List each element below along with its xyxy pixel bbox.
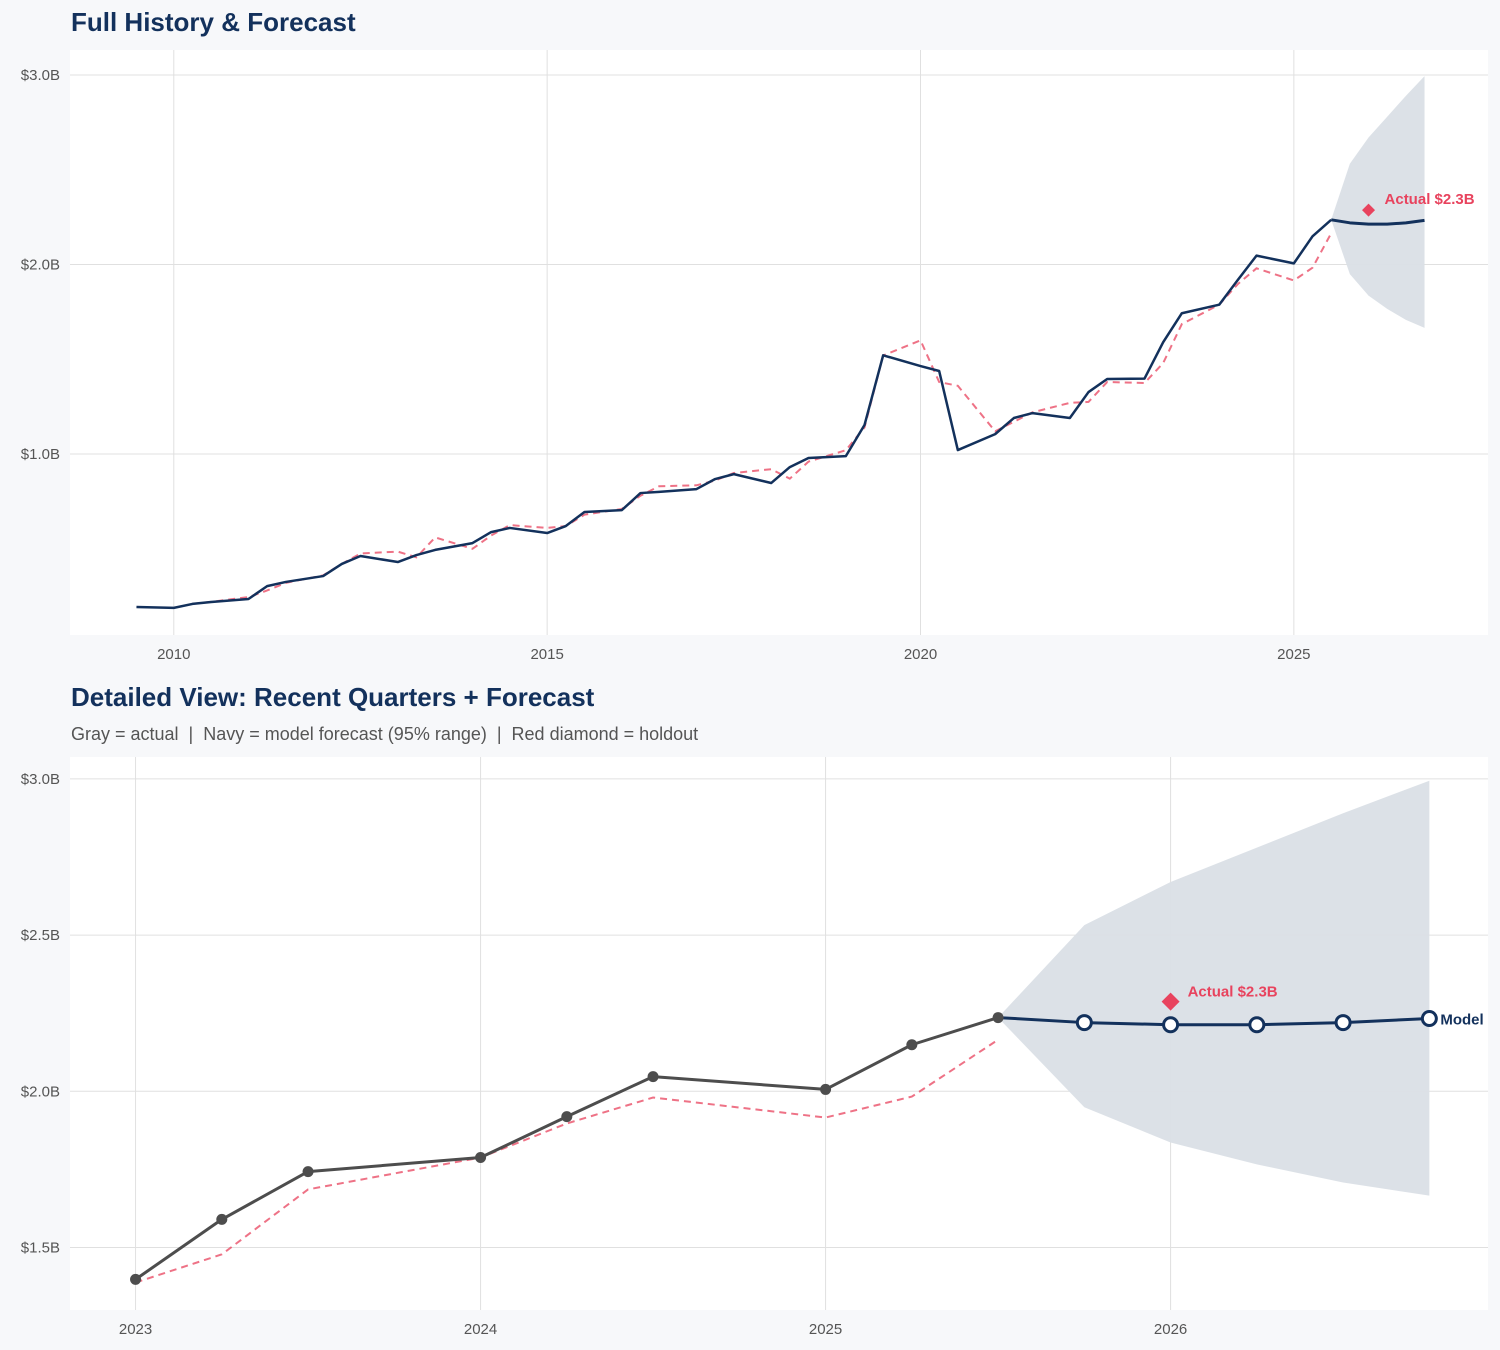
forecast-mean-line: [1330, 218, 1425, 226]
actual-point: [475, 1152, 487, 1164]
actual-point: [302, 1166, 314, 1178]
model-end-label: Model: [1440, 1012, 1483, 1029]
y-tick-label: $2.0B: [21, 1083, 60, 1100]
actual-line: [136, 218, 1333, 610]
forecast-point: [1162, 1016, 1180, 1034]
x-tick-label: 2025: [1277, 646, 1310, 663]
forecast-point: [1334, 1014, 1352, 1032]
holdout-label: Actual $2.3B: [1385, 191, 1475, 208]
fitted-dashed-line: [192, 232, 1333, 605]
holdout-diamond: [1362, 203, 1376, 217]
actual-point: [561, 1111, 573, 1123]
actual-point: [130, 1273, 142, 1285]
forecast-point: [1420, 1010, 1438, 1028]
y-tick-label: $3.0B: [21, 771, 60, 788]
holdout-diamond: [1161, 992, 1180, 1011]
x-tick-label: 2010: [157, 646, 190, 663]
x-tick-label: 2026: [1154, 1321, 1187, 1338]
y-tick-label: $2.0B: [21, 257, 60, 274]
actual-point: [992, 1012, 1004, 1024]
actual-point: [647, 1071, 659, 1083]
x-tick-label: 2025: [809, 1321, 842, 1338]
y-tick-label: $1.0B: [21, 446, 60, 463]
forecast-point: [1248, 1016, 1266, 1034]
y-tick-label: $3.0B: [21, 67, 60, 84]
x-tick-label: 2015: [530, 646, 563, 663]
actual-point: [216, 1213, 228, 1225]
fitted-dashed-line: [135, 1038, 999, 1284]
y-tick-label: $1.5B: [21, 1240, 60, 1257]
y-tick-label: $2.5B: [21, 927, 60, 944]
x-tick-label: 2023: [119, 1321, 152, 1338]
forecast-95-range-band: [998, 780, 1430, 1196]
bottom-chart-subtitle: Gray = actual | Navy = model forecast (9…: [71, 724, 698, 744]
forecast-mean-line: [997, 1016, 1430, 1027]
x-tick-label: 2020: [904, 646, 937, 663]
forecast-95-range-band: [1331, 76, 1425, 328]
top-chart-title: Full History & Forecast: [71, 7, 356, 37]
x-tick-label: 2024: [464, 1321, 497, 1338]
bottom-chart-title: Detailed View: Recent Quarters + Forecas…: [71, 682, 595, 712]
actual-point: [906, 1039, 918, 1051]
full-history-chart: 2010 2015 2020 2025 $1.0B $2.0B $3.0B Actual $2…: [21, 50, 1488, 663]
actual-point: [820, 1083, 832, 1095]
detailed-view-chart: 2023 2024 2025 2026 $1.5B $2.0B $2.5B $3.0B Mode…: [21, 757, 1488, 1338]
forecast-point: [1075, 1014, 1093, 1032]
top-plot-area: [70, 50, 1488, 635]
holdout-label: Actual $2.3B: [1188, 984, 1278, 1001]
